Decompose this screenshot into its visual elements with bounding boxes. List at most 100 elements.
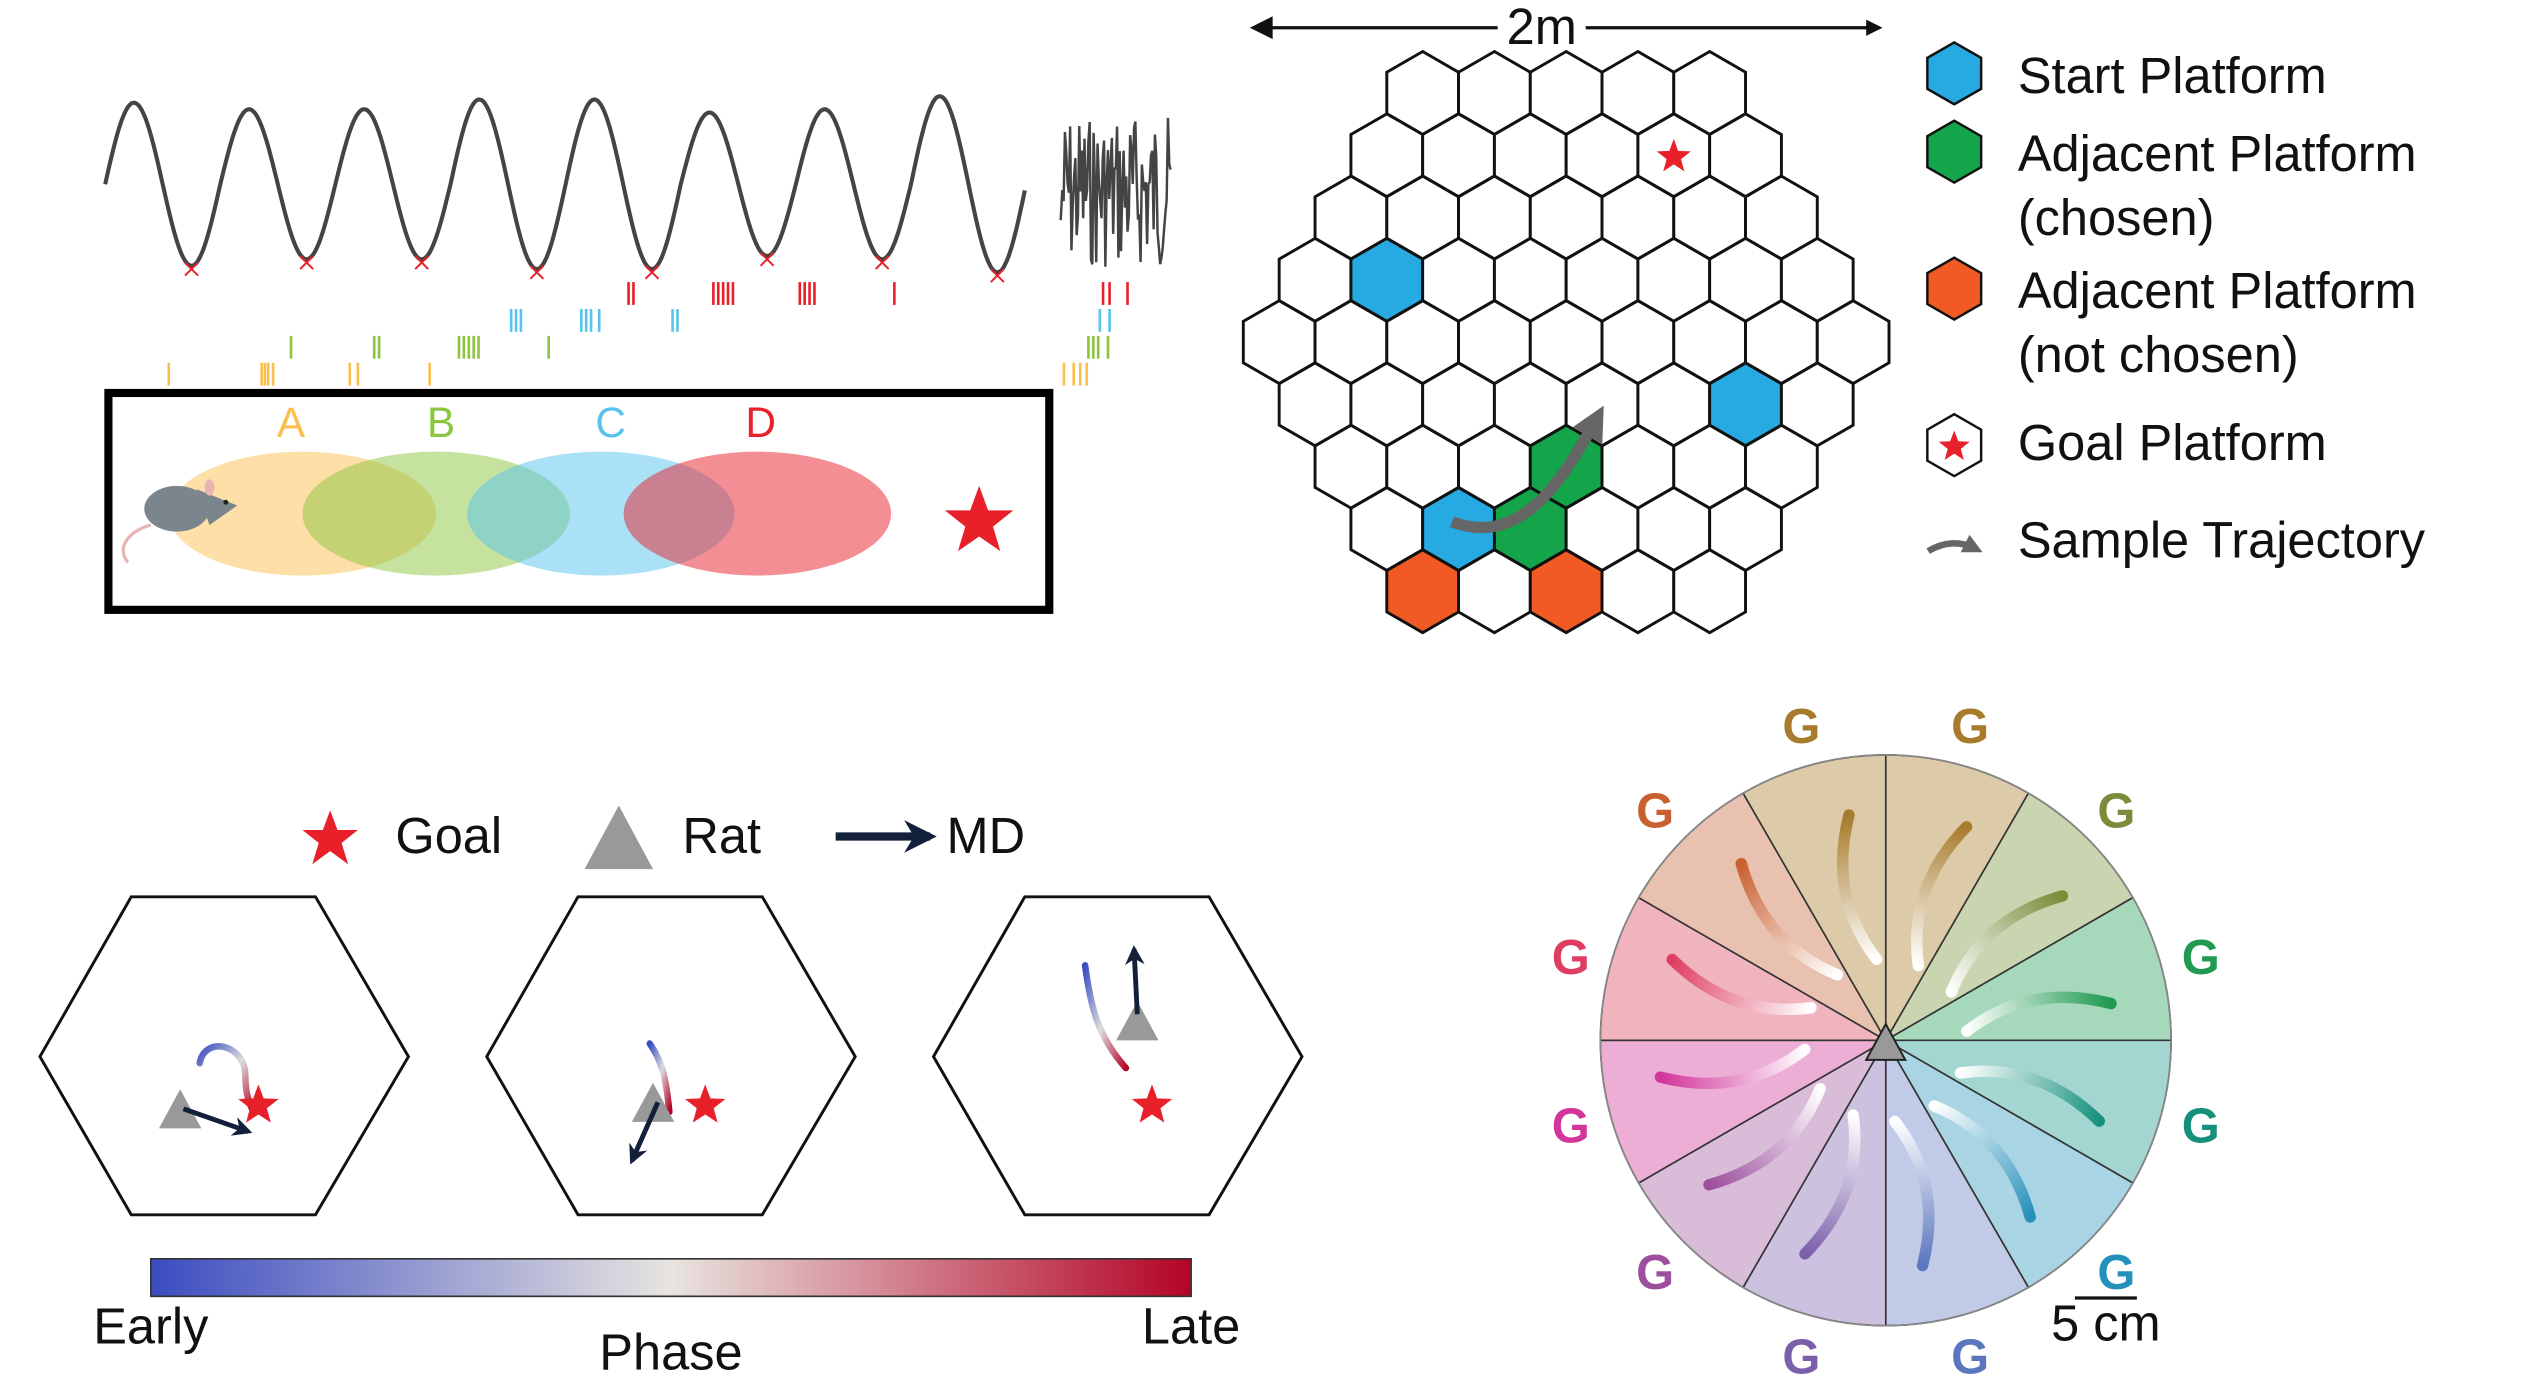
theta-trough-markers: [184, 252, 1005, 283]
trough-marker-icon: [874, 255, 890, 270]
goal-label: G: [1782, 1330, 1820, 1384]
trajectory-arrow-icon: [1926, 534, 1983, 554]
phase-colorbar: [149, 1257, 1192, 1298]
sharp-wave-ripple-trace: [1059, 117, 1172, 267]
legend-hex-icon: [1926, 256, 1983, 322]
legend-goal-star-icon: [302, 810, 358, 865]
scale-bar-label: 5 cm: [2051, 1294, 2161, 1351]
trough-marker-icon: [299, 255, 314, 270]
legend-label: Adjacent Platform: [2018, 262, 2417, 319]
linear-track: [104, 388, 1054, 614]
goal-sector-7: G: [1741, 1037, 1887, 1384]
phase-panel-2: [485, 895, 857, 1217]
colorbar-late-label: Late: [1142, 1298, 1240, 1355]
trough-marker-icon: [184, 261, 199, 277]
sector-trajectory: [1703, 1082, 1826, 1191]
sector-trajectory: [1836, 809, 1883, 966]
legend-label: Goal Platform: [2018, 414, 2327, 471]
arena-hexagon: [485, 895, 857, 1217]
legend-label: (chosen): [2018, 189, 2215, 246]
sector-trajectory: [1911, 821, 1973, 972]
wheel-outline: [1599, 754, 2172, 1327]
legend-rat-label: Rat: [682, 807, 761, 864]
goal-label: G: [1552, 1100, 1590, 1154]
md-arrow-icon: [629, 1101, 661, 1165]
decoded-trajectory: [1081, 962, 1130, 1072]
legend-goal-label: Goal: [395, 807, 502, 864]
goal-label: G: [1782, 700, 1820, 754]
sector-trajectory: [1654, 1043, 1811, 1090]
goal-star-icon: [1131, 1084, 1173, 1123]
panel-c-phase-panels: Goal Rat MD Early Phase Late: [38, 805, 1304, 1381]
sector-trajectory: [1961, 991, 2117, 1037]
goal-label: G: [2182, 1100, 2220, 1154]
scale-label: 2m: [1507, 0, 1577, 55]
sector-trajectory: [1666, 953, 1817, 1016]
goal-label: G: [2097, 1246, 2135, 1300]
phase-panel-3: [931, 895, 1304, 1217]
colorbar-phase-label: Phase: [599, 1324, 742, 1381]
theta-oscillation-trace: [103, 94, 1027, 275]
place-fields: A B C D: [168, 399, 892, 576]
decoded-trajectory: [646, 1040, 673, 1116]
goal-star-icon: [684, 1084, 726, 1123]
md-arrow-icon: [182, 1106, 253, 1136]
platform: [1672, 548, 1747, 635]
goal-label: G: [1951, 1330, 1989, 1384]
goal-sector-3: G: [1882, 896, 2220, 1042]
sector-trajectory: [1954, 1065, 2105, 1127]
spike-raster: [167, 282, 1129, 386]
md-arrow-icon: [1125, 945, 1145, 1015]
goal-label: G: [1552, 931, 1590, 985]
rat-triangle-icon: [631, 1082, 675, 1122]
goal-star-icon: [1938, 430, 1970, 460]
sector-trajectory: [1889, 1115, 1935, 1272]
sector-trajectory: [1799, 1109, 1861, 1260]
goal-star-icon: [944, 485, 1014, 552]
legend-md-label: MD: [947, 807, 1026, 864]
panel-b-honeycomb-maze: 2m Start Platform Adjacent Platform (chose…: [1241, 0, 2426, 635]
arena-hexagon: [38, 895, 411, 1217]
rat-icon: [121, 479, 238, 564]
panel-d-goal-wheel: G G G G G G G G G G G G 5 cm: [1552, 700, 2220, 1384]
goal-label: G: [1636, 1246, 1674, 1300]
sample-trajectory-arrow: [1450, 405, 1604, 534]
rat-triangle-icon: [1116, 1001, 1159, 1041]
legend-rat-triangle-icon: [584, 805, 654, 870]
goal-label: G: [2097, 785, 2135, 839]
sector-trajectory: [1928, 1100, 2036, 1223]
goal-label: G: [1636, 785, 1674, 839]
colorbar-early-label: Early: [93, 1298, 209, 1355]
goal-sector-6: G: [1884, 1037, 2030, 1384]
trough-marker-icon: [414, 255, 429, 270]
goal-star-icon: [1656, 138, 1691, 172]
trough-marker-icon: [644, 265, 660, 280]
sector-trajectory: [1945, 890, 2069, 998]
legend-label: Start Platform: [2018, 47, 2327, 104]
place-field-label: D: [745, 399, 776, 446]
phase-panel-1: [38, 895, 411, 1217]
panel-a-theta-sequence: A B C D: [103, 94, 1172, 614]
place-field-label: A: [277, 399, 306, 446]
hex-platform-grid: [1241, 49, 1891, 635]
legend-label: (not chosen): [2018, 326, 2299, 383]
maze-legend: Start Platform Adjacent Platform (chosen) A…: [1926, 40, 2426, 569]
legend-hex-icon: [1926, 40, 1983, 106]
rat-triangle-icon: [158, 1089, 202, 1129]
rat-triangle-icon: [1864, 1021, 1907, 1061]
goal-star-icon: [238, 1084, 279, 1123]
goal-label: G: [2182, 931, 2220, 985]
legend-label: Adjacent Platform: [2018, 125, 2417, 182]
place-field-label: C: [595, 399, 626, 446]
place-field-d: [623, 451, 892, 576]
goal-sector-1: G: [1884, 700, 2030, 1044]
arrow-left-icon: [1249, 16, 1273, 40]
legend-hex-icon: [1926, 119, 1983, 185]
legend-label: Sample Trajectory: [2018, 512, 2426, 569]
trough-marker-icon: [759, 252, 775, 267]
trough-marker-icon: [990, 268, 1005, 283]
trough-marker-icon: [529, 265, 545, 280]
place-field-label: B: [427, 399, 455, 446]
sector-trajectory: [1735, 857, 1844, 981]
